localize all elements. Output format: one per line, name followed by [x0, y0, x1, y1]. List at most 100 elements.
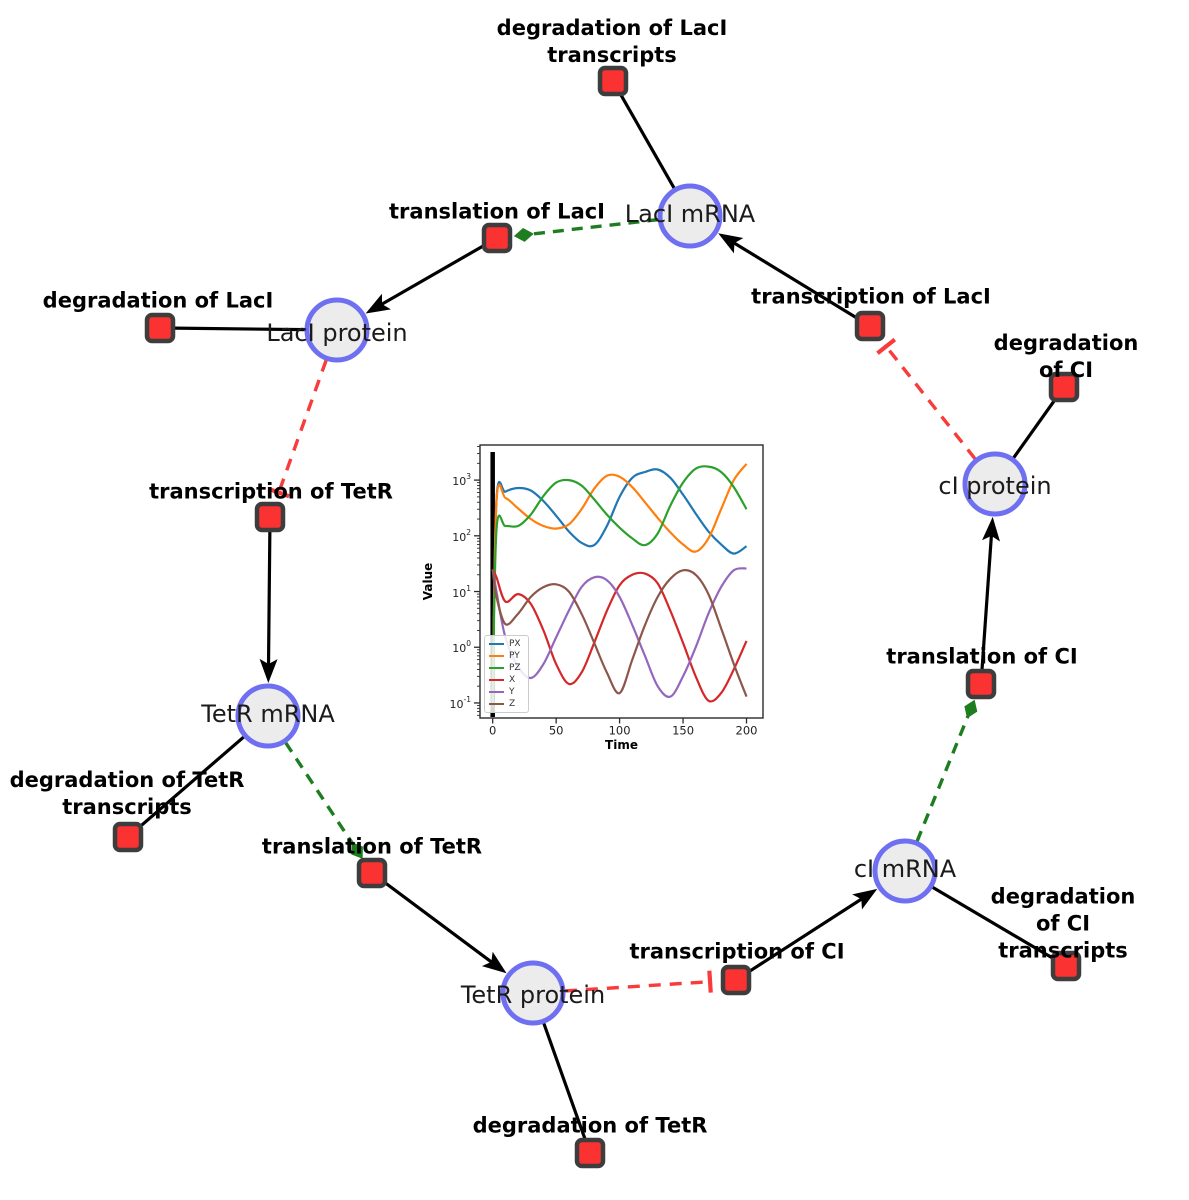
legend-line-swatch — [489, 691, 504, 693]
edge-laci-mrna-to-deg-laci-tr — [618, 92, 676, 189]
legend-label: PX — [509, 639, 521, 649]
legend-item: X — [489, 674, 524, 686]
species-node-tetr-protein — [500, 960, 566, 1026]
x-tick-label: 150 — [672, 724, 694, 738]
edge-laci-protein-to-deg-laci — [173, 326, 306, 332]
edge-tetr-protein-to-tx-ci — [564, 970, 713, 993]
reaction-node-deg-laci-tr — [597, 65, 629, 97]
legend-item: Y — [489, 686, 524, 698]
axes-frame — [479, 444, 764, 719]
inhibition-tee — [267, 486, 290, 499]
inhibition-tee — [876, 337, 897, 355]
edge-laci-mrna-to-transl-laci — [513, 217, 659, 242]
x-tick-label: 200 — [736, 724, 758, 738]
arrow-head — [718, 233, 744, 254]
edge-ci-mrna-to-transl-ci — [915, 699, 978, 842]
edge-line — [884, 345, 977, 460]
chart-legend: PX PY PZ X Y Z — [484, 635, 529, 713]
series-line-X — [491, 568, 748, 703]
reaction-node-transl-tetr — [356, 857, 388, 889]
legend-label: Y — [509, 687, 515, 697]
legend-line-swatch — [489, 703, 504, 705]
reaction-node-transl-ci — [965, 668, 997, 700]
series-line-PX — [491, 468, 748, 704]
x-tick-label: 100 — [609, 724, 631, 738]
y-tick-label: 103 — [452, 472, 471, 489]
edge-line — [931, 885, 1055, 961]
edge-line — [382, 880, 503, 971]
edge-transl-ci-to-ci-protein — [980, 516, 1000, 671]
reaction-node-deg-tetr-tr — [112, 821, 144, 853]
series-line-Z — [491, 569, 748, 697]
edge-tx-tetr-to-tetr-mrna — [259, 530, 278, 684]
species-node-laci-protein — [304, 297, 370, 363]
reaction-node-tx-ci — [720, 964, 752, 996]
edge-line — [529, 217, 659, 236]
legend-line-swatch — [489, 643, 504, 645]
legend-line-swatch — [489, 655, 504, 657]
edge-laci-protein-to-tx-tetr — [267, 359, 328, 499]
edge-ci-protein-to-tx-laci — [876, 337, 977, 460]
reaction-node-deg-ci-tr — [1050, 950, 1082, 982]
x-tick-label: 0 — [489, 724, 496, 738]
y-axis-title: Value — [421, 563, 435, 601]
reaction-node-tx-tetr — [254, 501, 286, 533]
edge-line — [370, 243, 486, 312]
modifier-diamond — [964, 699, 978, 719]
edge-tx-laci-to-laci-mrna — [718, 233, 859, 321]
x-tick-label: 50 — [549, 724, 564, 738]
edge-transl-tetr-to-tetr-protein — [382, 880, 507, 974]
edge-line — [266, 530, 272, 678]
inset-plot: 0 50 100 150 200 Time Value — [421, 444, 764, 752]
edge-line — [1012, 397, 1058, 459]
species-node-laci-mrna — [657, 183, 723, 249]
edge-line — [542, 1022, 587, 1141]
y-tick-label: 100 — [452, 639, 471, 656]
y-tick-label: 102 — [452, 527, 471, 544]
edge-ci-protein-to-deg-ci — [1012, 397, 1058, 459]
edge-line — [564, 979, 711, 993]
legend-item: PY — [489, 650, 524, 662]
edge-tetr-mrna-to-transl-tetr — [284, 741, 363, 859]
reaction-node-deg-laci — [144, 312, 176, 344]
inhibition-tee — [707, 970, 713, 993]
series-line-PZ — [491, 465, 748, 704]
legend-label: PY — [509, 651, 520, 661]
modifier-diamond — [513, 227, 534, 242]
reaction-node-transl-laci — [481, 222, 513, 254]
arrow-head — [852, 888, 878, 910]
species-node-tetr-mrna — [235, 683, 301, 749]
legend-label: PZ — [509, 663, 521, 673]
edge-line — [915, 713, 971, 842]
edge-line — [284, 741, 356, 847]
edge-tetr-protein-to-deg-tetr — [542, 1022, 587, 1141]
edge-line — [277, 359, 328, 494]
reaction-node-deg-ci — [1048, 371, 1080, 403]
series-line-PY — [491, 463, 748, 704]
edge-line — [618, 92, 676, 189]
legend-item: Z — [489, 698, 524, 710]
legend-label: X — [509, 675, 516, 685]
edges-layer — [137, 92, 1058, 1141]
edge-ci-mrna-to-deg-ci-tr — [931, 885, 1055, 961]
edge-tx-ci-to-ci-mrna — [746, 888, 878, 974]
edge-line — [722, 234, 859, 321]
arrow-head — [365, 293, 391, 314]
reaction-node-tx-laci — [854, 310, 886, 342]
y-tick-label: 10-1 — [449, 694, 471, 711]
nodes-layer — [112, 65, 1082, 1169]
edge-tetr-mrna-to-deg-tetr-tr — [137, 735, 245, 830]
y-tick-label: 101 — [452, 583, 471, 600]
edge-transl-laci-to-laci-protein — [365, 243, 486, 314]
edge-line — [137, 735, 245, 830]
legend-line-swatch — [489, 667, 504, 669]
legend-item: PZ — [489, 662, 524, 674]
edge-line — [746, 890, 874, 974]
species-node-ci-mrna — [872, 838, 938, 904]
species-node-ci-protein — [962, 451, 1028, 517]
modifier-diamond — [351, 842, 363, 859]
edge-line — [173, 326, 306, 332]
x-axis-title: Time — [605, 738, 638, 752]
